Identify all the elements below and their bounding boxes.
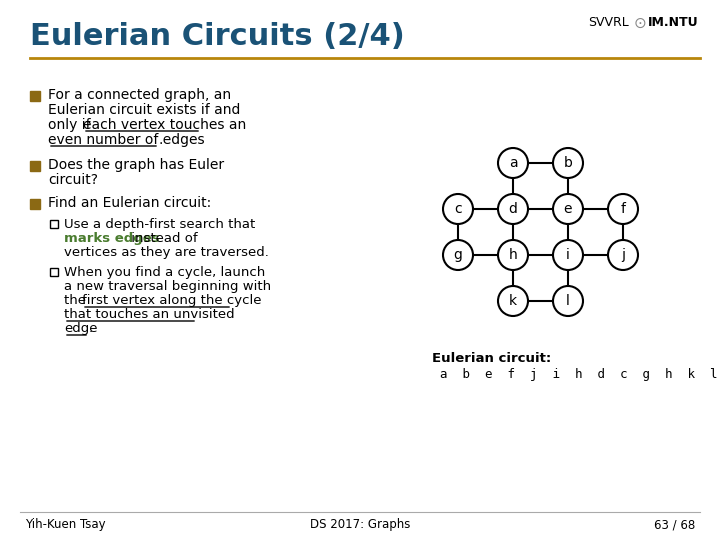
Text: 63 / 68: 63 / 68 [654,518,695,531]
Text: a new traversal beginning with: a new traversal beginning with [64,280,271,293]
Text: b: b [564,156,572,170]
Circle shape [498,240,528,270]
Circle shape [608,194,638,224]
Circle shape [498,194,528,224]
Text: edge: edge [64,322,97,335]
Text: instead of: instead of [127,232,197,245]
Text: Yih-Kuen Tsay: Yih-Kuen Tsay [25,518,106,531]
Text: even number of edges: even number of edges [48,133,204,147]
Text: IM.NTU: IM.NTU [648,16,698,29]
Text: Eulerian circuit:: Eulerian circuit: [432,352,552,365]
Bar [30,199,40,209]
Text: ⊙: ⊙ [634,16,647,31]
Text: g: g [454,248,462,262]
Circle shape [553,194,583,224]
Text: d: d [508,202,518,216]
Circle shape [553,148,583,178]
Circle shape [498,286,528,316]
Bar [50,220,58,228]
Circle shape [608,240,638,270]
Circle shape [443,194,473,224]
Text: that touches an unvisited: that touches an unvisited [64,308,235,321]
Circle shape [498,148,528,178]
Bar [30,161,40,171]
Text: SVVRL: SVVRL [588,16,629,29]
Text: a  b  e  f  j  i  h  d  c  g  h  k  l  i  e  d  a: a b e f j i h d c g h k l i e d a [440,368,720,381]
Text: l: l [566,294,570,308]
Circle shape [553,286,583,316]
Text: .: . [89,322,93,335]
Text: a: a [509,156,517,170]
Text: e: e [564,202,572,216]
Text: first vertex along the cycle: first vertex along the cycle [82,294,261,307]
Circle shape [443,240,473,270]
Text: .: . [159,133,163,147]
Text: i: i [566,248,570,262]
Bar [50,268,58,276]
Circle shape [553,240,583,270]
Text: c: c [454,202,462,216]
Bar [30,91,40,101]
Text: Eulerian Circuits (2/4): Eulerian Circuits (2/4) [30,22,405,51]
Text: vertices as they are traversed.: vertices as they are traversed. [64,246,269,259]
Text: Find an Eulerian circuit:: Find an Eulerian circuit: [48,196,211,210]
Text: only if: only if [48,118,95,132]
Text: j: j [621,248,625,262]
Text: When you find a cycle, launch: When you find a cycle, launch [64,266,265,279]
Text: For a connected graph, an: For a connected graph, an [48,88,231,102]
Text: f: f [621,202,626,216]
Text: h: h [508,248,518,262]
Text: k: k [509,294,517,308]
Text: Does the graph has Euler: Does the graph has Euler [48,158,224,172]
Text: DS 2017: Graphs: DS 2017: Graphs [310,518,410,531]
Text: marks edges: marks edges [64,232,160,245]
Text: the: the [64,294,90,307]
Text: Use a depth-first search that: Use a depth-first search that [64,218,256,231]
Text: each vertex touches an: each vertex touches an [83,118,246,132]
Text: circuit?: circuit? [48,173,98,187]
Text: Eulerian circuit exists if and: Eulerian circuit exists if and [48,103,240,117]
